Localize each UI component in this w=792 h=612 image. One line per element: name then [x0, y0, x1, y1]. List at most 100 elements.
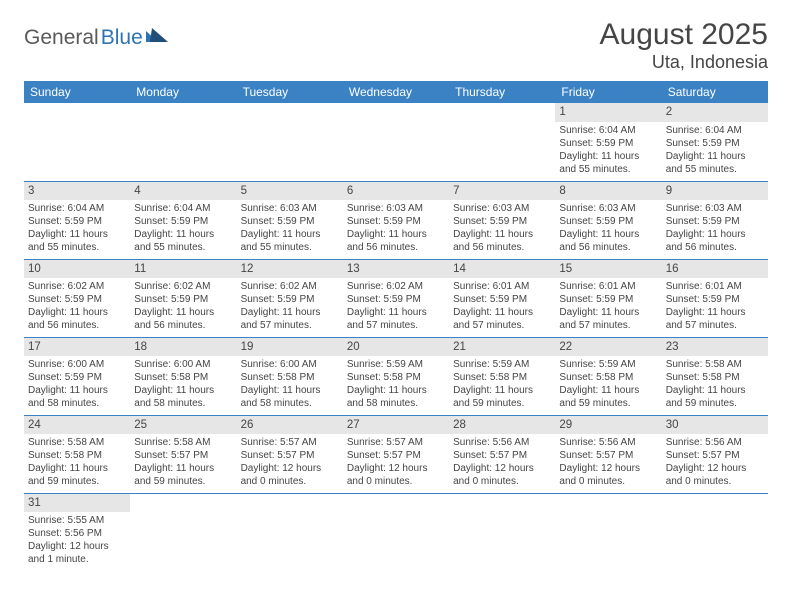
day-info-dl1: Daylight: 12 hours [241, 462, 339, 475]
calendar-body: 1Sunrise: 6:04 AMSunset: 5:59 PMDaylight… [24, 103, 768, 571]
logo-text-blue: Blue [101, 26, 143, 50]
day-info-ss: Sunset: 5:59 PM [347, 293, 445, 306]
calendar-cell: 10Sunrise: 6:02 AMSunset: 5:59 PMDayligh… [24, 259, 130, 337]
day-info-sr: Sunrise: 6:04 AM [134, 202, 232, 215]
calendar-week: 24Sunrise: 5:58 AMSunset: 5:58 PMDayligh… [24, 415, 768, 493]
day-info-dl1: Daylight: 11 hours [666, 384, 764, 397]
day-info-sr: Sunrise: 5:57 AM [347, 436, 445, 449]
day-info-ss: Sunset: 5:58 PM [559, 371, 657, 384]
day-number: 8 [555, 182, 661, 201]
day-info-dl2: and 59 minutes. [559, 397, 657, 410]
day-info-ss: Sunset: 5:59 PM [134, 215, 232, 228]
day-info-dl2: and 56 minutes. [134, 319, 232, 332]
day-info-sr: Sunrise: 6:04 AM [559, 124, 657, 137]
calendar-cell: 6Sunrise: 6:03 AMSunset: 5:59 PMDaylight… [343, 181, 449, 259]
day-info-dl1: Daylight: 11 hours [28, 228, 126, 241]
calendar-cell: 7Sunrise: 6:03 AMSunset: 5:59 PMDaylight… [449, 181, 555, 259]
day-info-ss: Sunset: 5:57 PM [347, 449, 445, 462]
day-info-sr: Sunrise: 6:03 AM [666, 202, 764, 215]
calendar-cell [24, 103, 130, 181]
calendar-cell: 4Sunrise: 6:04 AMSunset: 5:59 PMDaylight… [130, 181, 236, 259]
day-info-ss: Sunset: 5:59 PM [666, 215, 764, 228]
calendar-cell [237, 493, 343, 571]
day-info-ss: Sunset: 5:57 PM [559, 449, 657, 462]
calendar-cell [555, 493, 661, 571]
day-info-ss: Sunset: 5:58 PM [28, 449, 126, 462]
calendar-cell [130, 103, 236, 181]
day-info-sr: Sunrise: 6:03 AM [241, 202, 339, 215]
day-header: Saturday [662, 81, 768, 103]
day-info-dl2: and 56 minutes. [347, 241, 445, 254]
day-info-dl1: Daylight: 11 hours [559, 150, 657, 163]
logo-flag-icon [146, 28, 168, 42]
day-info-dl1: Daylight: 12 hours [28, 540, 126, 553]
day-number: 2 [662, 103, 768, 122]
day-info-dl1: Daylight: 11 hours [241, 306, 339, 319]
header: General Blue August 2025 Uta, Indonesia [24, 18, 768, 73]
day-info-sr: Sunrise: 6:03 AM [347, 202, 445, 215]
day-number: 5 [237, 182, 343, 201]
calendar-week: 1 Sunrise: 6:04 AM Sunset: 5:59 PM Daylight… [24, 103, 768, 181]
day-info-sr: Sunrise: 6:01 AM [666, 280, 764, 293]
day-info-ss: Sunset: 5:59 PM [28, 371, 126, 384]
day-number: 11 [130, 260, 236, 279]
day-info-sr: Sunrise: 6:02 AM [241, 280, 339, 293]
calendar-week: 10Sunrise: 6:02 AMSunset: 5:59 PMDayligh… [24, 259, 768, 337]
day-number: 31 [24, 494, 130, 513]
calendar-cell: 3Sunrise: 6:04 AMSunset: 5:59 PMDaylight… [24, 181, 130, 259]
day-info-ss: Sunset: 5:59 PM [666, 137, 764, 150]
day-number: 6 [343, 182, 449, 201]
calendar-week: 17Sunrise: 6:00 AMSunset: 5:59 PMDayligh… [24, 337, 768, 415]
calendar-cell [449, 103, 555, 181]
day-info-sr: Sunrise: 6:03 AM [559, 202, 657, 215]
calendar-cell: 12Sunrise: 6:02 AMSunset: 5:59 PMDayligh… [237, 259, 343, 337]
day-info-dl1: Daylight: 12 hours [666, 462, 764, 475]
calendar-cell: 24Sunrise: 5:58 AMSunset: 5:58 PMDayligh… [24, 415, 130, 493]
day-info-dl1: Daylight: 11 hours [453, 384, 551, 397]
day-info-dl2: and 57 minutes. [453, 319, 551, 332]
day-info-sr: Sunrise: 5:59 AM [347, 358, 445, 371]
location: Uta, Indonesia [600, 52, 768, 73]
day-info-ss: Sunset: 5:57 PM [134, 449, 232, 462]
day-info-sr: Sunrise: 5:56 AM [666, 436, 764, 449]
day-info-sr: Sunrise: 6:01 AM [453, 280, 551, 293]
day-info-dl1: Daylight: 11 hours [134, 306, 232, 319]
day-info-dl1: Daylight: 11 hours [347, 384, 445, 397]
day-number: 1 [555, 103, 661, 122]
day-info-ss: Sunset: 5:58 PM [453, 371, 551, 384]
day-info-dl1: Daylight: 11 hours [453, 306, 551, 319]
day-number: 12 [237, 260, 343, 279]
day-info-dl2: and 0 minutes. [241, 475, 339, 488]
day-info-dl2: and 56 minutes. [28, 319, 126, 332]
day-info-ss: Sunset: 5:59 PM [559, 293, 657, 306]
day-number: 10 [24, 260, 130, 279]
day-number: 26 [237, 416, 343, 435]
calendar-table: SundayMondayTuesdayWednesdayThursdayFrid… [24, 81, 768, 571]
day-number: 16 [662, 260, 768, 279]
day-info-sr: Sunrise: 6:02 AM [347, 280, 445, 293]
day-info-dl2: and 57 minutes. [666, 319, 764, 332]
logo: General Blue [24, 18, 168, 50]
day-info-dl1: Daylight: 12 hours [347, 462, 445, 475]
calendar-cell [662, 493, 768, 571]
day-info-sr: Sunrise: 6:02 AM [28, 280, 126, 293]
day-info-sr: Sunrise: 5:58 AM [28, 436, 126, 449]
day-number: 15 [555, 260, 661, 279]
day-info-dl2: and 56 minutes. [453, 241, 551, 254]
day-info-dl1: Daylight: 11 hours [559, 306, 657, 319]
day-header: Thursday [449, 81, 555, 103]
day-number: 18 [130, 338, 236, 357]
day-info-sr: Sunrise: 5:59 AM [453, 358, 551, 371]
day-info-dl2: and 59 minutes. [134, 475, 232, 488]
day-number: 29 [555, 416, 661, 435]
calendar-cell: 25Sunrise: 5:58 AMSunset: 5:57 PMDayligh… [130, 415, 236, 493]
calendar-page: General Blue August 2025 Uta, Indonesia … [0, 0, 792, 589]
day-info-ss: Sunset: 5:59 PM [666, 293, 764, 306]
calendar-cell: 17Sunrise: 6:00 AMSunset: 5:59 PMDayligh… [24, 337, 130, 415]
calendar-cell: 15Sunrise: 6:01 AMSunset: 5:59 PMDayligh… [555, 259, 661, 337]
day-info-sr: Sunrise: 5:58 AM [134, 436, 232, 449]
day-info-dl1: Daylight: 11 hours [347, 228, 445, 241]
calendar-cell: 14Sunrise: 6:01 AMSunset: 5:59 PMDayligh… [449, 259, 555, 337]
day-info-dl2: and 58 minutes. [28, 397, 126, 410]
day-info-dl1: Daylight: 11 hours [666, 306, 764, 319]
